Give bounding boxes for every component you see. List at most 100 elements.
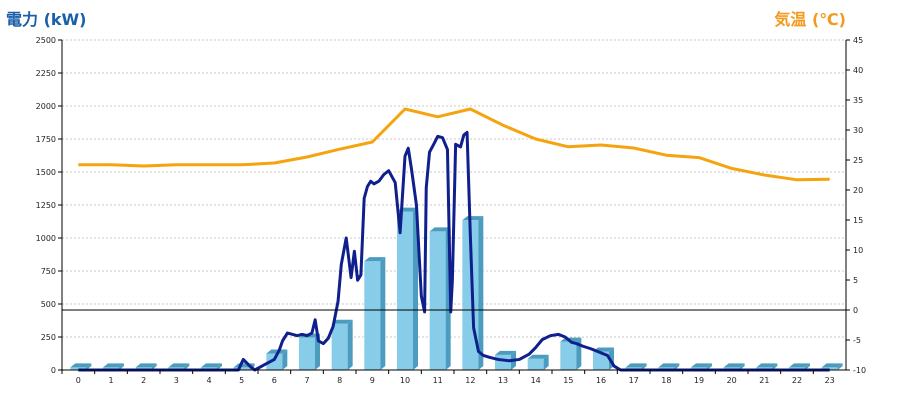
axes xyxy=(58,39,850,374)
bar-top xyxy=(821,363,843,368)
left-tick-label: 2250 xyxy=(36,69,56,78)
x-tick-label: 8 xyxy=(337,376,342,385)
bar-top xyxy=(331,319,353,324)
right-tick-label: 10 xyxy=(853,246,863,255)
bar xyxy=(397,211,413,370)
bar-top xyxy=(658,363,680,368)
left-tick-label: 1750 xyxy=(36,135,56,144)
line-series xyxy=(78,107,830,372)
bar xyxy=(495,354,511,370)
bar-side xyxy=(707,363,712,370)
bar xyxy=(364,261,381,370)
x-tick-label: 18 xyxy=(661,376,671,385)
bar-side xyxy=(739,363,745,370)
bar-side xyxy=(347,319,353,370)
bar-side xyxy=(837,363,843,370)
bar-side xyxy=(413,207,418,370)
left-tick-label: 500 xyxy=(41,300,56,309)
bar-side xyxy=(380,257,386,370)
x-tick-label: 7 xyxy=(304,376,309,385)
left-tick-label: 1500 xyxy=(36,168,56,177)
bar-series xyxy=(70,207,843,370)
bar-top xyxy=(201,363,222,368)
bar xyxy=(331,323,348,370)
x-tick-label: 17 xyxy=(629,376,639,385)
left-tick-label: 750 xyxy=(41,267,56,276)
temperature-line xyxy=(78,107,830,182)
bar-top xyxy=(429,227,451,232)
bar-side xyxy=(674,363,680,370)
bar-top xyxy=(527,354,549,359)
tick-labels: 02505007501000125015001750200022502500-1… xyxy=(36,36,866,385)
x-tick-label: 14 xyxy=(531,376,541,385)
x-tick-label: 15 xyxy=(563,376,573,385)
bar-top xyxy=(723,363,745,368)
bar-side xyxy=(805,363,810,370)
bar-side xyxy=(772,363,778,370)
right-tick-label: -10 xyxy=(853,366,866,375)
bar-top xyxy=(789,363,810,368)
bar-side xyxy=(543,354,549,370)
bar-top xyxy=(168,363,190,368)
x-tick-label: 10 xyxy=(400,376,410,385)
right-tick-label: 40 xyxy=(853,66,863,75)
bar xyxy=(299,337,315,370)
bar-top xyxy=(266,349,288,354)
x-tick-label: 1 xyxy=(108,376,113,385)
x-tick-label: 13 xyxy=(498,376,508,385)
left-tick-label: 250 xyxy=(41,333,56,342)
bar-top xyxy=(103,363,124,368)
right-tick-label: 45 xyxy=(853,36,863,45)
left-tick-label: 2500 xyxy=(36,36,56,45)
x-tick-label: 0 xyxy=(76,376,81,385)
right-tick-label: 5 xyxy=(853,276,858,285)
bar-top xyxy=(495,350,516,355)
bar-top xyxy=(462,216,484,221)
left-tick-label: 1250 xyxy=(36,201,56,210)
right-tick-label: 20 xyxy=(853,186,863,195)
bar xyxy=(266,353,283,370)
bar-side xyxy=(119,363,124,370)
x-tick-label: 19 xyxy=(694,376,704,385)
x-tick-label: 21 xyxy=(759,376,769,385)
x-tick-label: 20 xyxy=(727,376,737,385)
bar-side xyxy=(217,363,222,370)
right-axis-title: 気温 (℃) xyxy=(774,10,846,29)
bar-top xyxy=(756,363,778,368)
bar xyxy=(560,341,577,370)
right-tick-label: 25 xyxy=(853,156,863,165)
right-tick-label: 0 xyxy=(853,306,858,315)
bar-top xyxy=(135,363,157,368)
right-tick-label: 35 xyxy=(853,96,863,105)
x-tick-label: 22 xyxy=(792,376,802,385)
x-tick-label: 23 xyxy=(825,376,835,385)
left-tick-label: 0 xyxy=(51,366,56,375)
bar-side xyxy=(641,363,647,370)
left-tick-label: 2000 xyxy=(36,102,56,111)
left-tick-label: 1000 xyxy=(36,234,56,243)
bar-side xyxy=(478,216,484,370)
bar-side xyxy=(184,363,190,370)
left-axis-title: 電力 (kW) xyxy=(6,10,87,29)
bar-top xyxy=(691,363,712,368)
right-tick-label: -5 xyxy=(853,336,861,345)
x-tick-label: 4 xyxy=(206,376,211,385)
bar-top xyxy=(625,363,647,368)
x-tick-label: 12 xyxy=(465,376,475,385)
x-tick-label: 3 xyxy=(174,376,179,385)
x-tick-label: 2 xyxy=(141,376,146,385)
right-tick-label: 30 xyxy=(853,126,863,135)
x-tick-label: 16 xyxy=(596,376,606,385)
bar-top xyxy=(70,363,92,368)
power-line xyxy=(78,130,830,372)
bar xyxy=(429,231,446,370)
x-tick-label: 6 xyxy=(272,376,277,385)
bar xyxy=(527,358,544,370)
bar-side xyxy=(282,349,288,370)
bar-side xyxy=(151,363,157,370)
bar-side xyxy=(86,363,92,370)
bar xyxy=(233,367,250,370)
x-tick-label: 9 xyxy=(370,376,375,385)
bar-top xyxy=(364,257,386,262)
